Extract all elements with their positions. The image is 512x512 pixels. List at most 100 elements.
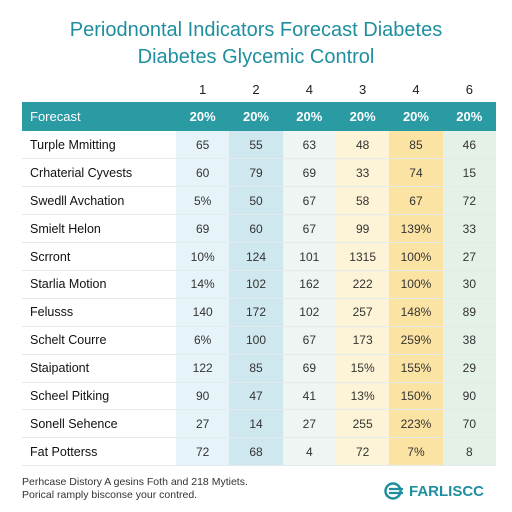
table-row: Schelt Courre 6% 100 67 173 259% 38	[22, 326, 496, 355]
page-title: Periodnontal Indicators Forecast Diabete…	[69, 19, 443, 41]
table-cell: 55	[229, 131, 283, 159]
column-number: 2	[252, 82, 260, 97]
table-cell: 122	[176, 354, 230, 383]
row-label: Staipationt	[22, 354, 176, 383]
column-header: 20%	[282, 102, 336, 131]
table-row: Smielt Helon 69 60 67 99 139% 33	[22, 214, 496, 243]
table-cell: 33	[335, 158, 390, 187]
column-header: 20%	[176, 102, 230, 131]
table-cell: 85	[389, 131, 443, 159]
table-cell: 63	[282, 131, 336, 159]
table-cell: 27	[282, 409, 336, 438]
table-cell: 69	[176, 214, 230, 243]
column-number: 3	[359, 82, 367, 97]
row-label: Starlia Motion	[22, 270, 176, 299]
table-cell: 5%	[176, 186, 230, 215]
table-cell: 102	[229, 270, 283, 299]
forecast-table: Forecast 20% 20% 20% 20% 20% 20% Turple Mmitt…	[22, 102, 496, 466]
page-subtitle: Diabetes Glycemic Control	[137, 46, 375, 68]
table-cell: 172	[229, 298, 283, 327]
table-cell: 68	[229, 437, 283, 466]
table-cell: 67	[282, 326, 336, 355]
table-cell: 1315	[335, 242, 390, 271]
table-cell: 139%	[389, 214, 443, 243]
column-number: 1	[199, 82, 207, 97]
table-cell: 173	[335, 326, 390, 355]
table-cell: 100%	[389, 270, 443, 299]
table-cell: 10%	[176, 242, 230, 271]
table-cell: 8	[442, 437, 496, 466]
table-cell: 27	[442, 242, 496, 271]
table-cell: 72	[176, 437, 230, 466]
table-cell: 58	[335, 186, 390, 215]
table-cell: 14%	[176, 270, 230, 299]
column-number: 4	[305, 82, 313, 97]
table-cell: 72	[442, 186, 496, 215]
table-cell: 155%	[389, 354, 443, 383]
table-cell: 69	[282, 354, 336, 383]
table-cell: 90	[442, 382, 496, 410]
table-cell: 60	[229, 214, 283, 243]
table-cell: 85	[229, 354, 283, 383]
table-cell: 50	[229, 186, 283, 215]
column-header: 20%	[442, 102, 496, 131]
table-row: Scheel Pitking 90 47 41 13% 150% 90	[22, 382, 496, 410]
table-cell: 70	[442, 409, 496, 438]
column-header: 20%	[335, 102, 390, 131]
table-row: Fat Potterss 72 68 4 72 7% 8	[22, 437, 496, 466]
table-cell: 41	[282, 382, 336, 410]
table-cell: 99	[335, 214, 390, 243]
table-cell: 140	[176, 298, 230, 327]
table-cell: 257	[335, 298, 390, 327]
logo-text: FARLISCC	[409, 482, 484, 500]
table-cell: 79	[229, 158, 283, 187]
table-cell: 255	[335, 409, 390, 438]
row-label: Sonell Sehence	[22, 409, 176, 438]
row-label: Crhaterial Cyvests	[22, 158, 176, 187]
table-cell: 65	[176, 131, 230, 159]
table-cell: 60	[176, 158, 230, 187]
column-header: 20%	[229, 102, 283, 131]
row-label: Scrront	[22, 242, 176, 271]
table-cell: 74	[389, 158, 443, 187]
table-cell: 46	[442, 131, 496, 159]
table-cell: 259%	[389, 326, 443, 355]
brand-logo: FARLISCC	[384, 482, 484, 500]
table-row: Starlia Motion 14% 102 162 222 100% 30	[22, 270, 496, 299]
table-cell: 67	[282, 186, 336, 215]
column-number: 6	[465, 82, 473, 97]
table-cell: 124	[229, 242, 283, 271]
table-cell: 14	[229, 409, 283, 438]
table-row: Staipationt 122 85 69 15% 155% 29	[22, 354, 496, 383]
logo-mark-icon	[384, 482, 403, 500]
table-cell: 4	[282, 437, 336, 466]
column-header: 20%	[389, 102, 443, 131]
table-row: Felusss 140 172 102 257 148% 89	[22, 298, 496, 327]
table-cell: 13%	[335, 382, 390, 410]
table-cell: 162	[282, 270, 336, 299]
table-cell: 15%	[335, 354, 390, 383]
table-row: Scrront 10% 124 101 1315 100% 27	[22, 242, 496, 271]
row-label: Schelt Courre	[22, 326, 176, 355]
table-cell: 101	[282, 242, 336, 271]
header-label: Forecast	[22, 102, 176, 131]
table-row: Crhaterial Cyvests 60 79 69 33 74 15	[22, 158, 496, 187]
table-cell: 27	[176, 409, 230, 438]
table-cell: 69	[282, 158, 336, 187]
footnote-line-1: Perhcase Distory A gesins Foth and 218 M…	[22, 476, 248, 488]
footnote-line-2: Porical ramply bisconse your contred.	[22, 489, 198, 501]
table-cell: 148%	[389, 298, 443, 327]
table-cell: 33	[442, 214, 496, 243]
column-number-row: 1 2 4 3 4 6	[0, 82, 512, 100]
row-label: Scheel Pitking	[22, 382, 176, 410]
table-cell: 222	[335, 270, 390, 299]
table-cell: 6%	[176, 326, 230, 355]
table-cell: 150%	[389, 382, 443, 410]
table-cell: 67	[389, 186, 443, 215]
row-label: Smielt Helon	[22, 214, 176, 243]
row-label: Turple Mmitting	[22, 131, 176, 159]
table-cell: 90	[176, 382, 230, 410]
table-cell: 15	[442, 158, 496, 187]
table-row: Swedll Avchation 5% 50 67 58 67 72	[22, 186, 496, 215]
table-cell: 7%	[389, 437, 443, 466]
